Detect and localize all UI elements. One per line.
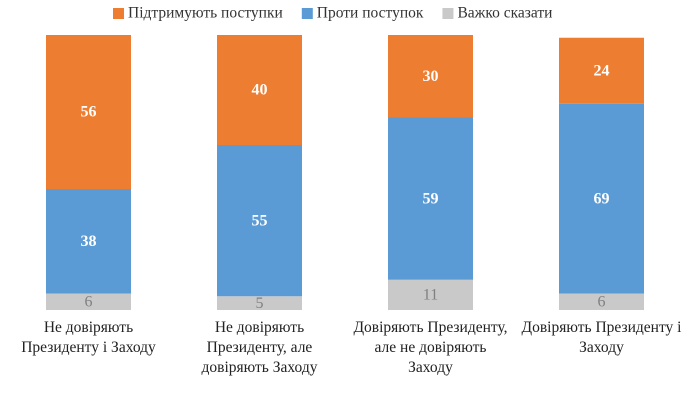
- data-label: 30: [423, 68, 439, 85]
- bar-segment: [388, 117, 473, 280]
- bar-segment: [46, 189, 131, 294]
- bar-segment: [559, 103, 644, 294]
- bar-segment: [388, 279, 473, 310]
- legend-label: Підтримують поступки: [128, 5, 283, 22]
- bar-segment: [217, 296, 302, 310]
- x-tick-label: Не довіряють Президенту і Заходу: [21, 319, 156, 356]
- x-tick-label: Довіряють Президенту і Заходу: [521, 319, 682, 356]
- legend-swatch: [301, 8, 313, 19]
- data-label: 59: [423, 190, 439, 207]
- legend-label: Проти поступок: [317, 5, 424, 22]
- data-label: 69: [594, 190, 610, 207]
- legend-swatch: [442, 8, 454, 19]
- data-label: 38: [81, 233, 97, 250]
- data-label: 6: [85, 293, 93, 310]
- data-label: 24: [594, 62, 610, 79]
- data-label: 11: [423, 287, 438, 304]
- bar-segment: [46, 35, 131, 189]
- bar-segment: [559, 293, 644, 310]
- data-label: 56: [81, 104, 97, 121]
- data-label: 6: [598, 293, 606, 310]
- data-label: 40: [252, 82, 268, 99]
- data-label: 55: [252, 212, 268, 229]
- data-label: 5: [256, 295, 264, 312]
- bar-segment: [217, 35, 302, 145]
- x-tick-label: Довіряють Президенту, але не довіряють З…: [353, 319, 508, 376]
- bar-segment: [46, 293, 131, 310]
- bar-segment: [388, 35, 473, 118]
- bar-segment: [559, 37, 644, 104]
- legend-label: Важко сказати: [457, 5, 552, 22]
- bar-segment: [217, 145, 302, 297]
- legend-swatch: [113, 8, 124, 19]
- x-tick-label: Не довіряють Президенту, але довіряють З…: [201, 319, 318, 376]
